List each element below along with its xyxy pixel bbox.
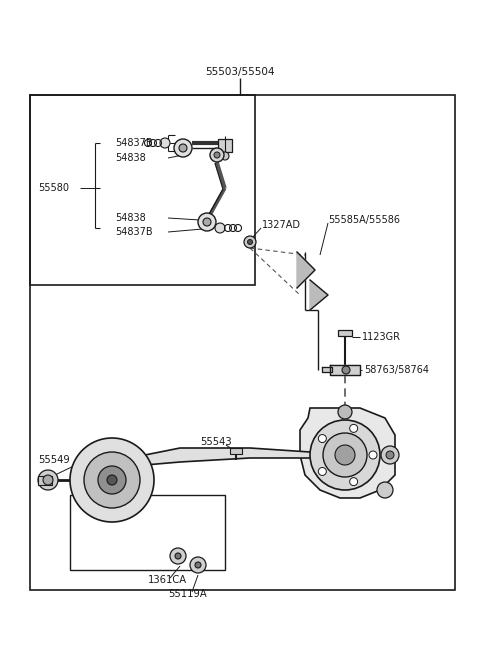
Text: 55119A: 55119A — [168, 589, 207, 599]
Circle shape — [342, 366, 350, 374]
Circle shape — [160, 138, 170, 148]
Text: 55585A/55586: 55585A/55586 — [328, 215, 400, 225]
Bar — [38, 476, 52, 485]
Text: 55543: 55543 — [200, 437, 232, 447]
Circle shape — [386, 451, 394, 459]
Bar — [338, 330, 352, 336]
Circle shape — [107, 475, 117, 485]
Circle shape — [323, 433, 367, 477]
Polygon shape — [300, 408, 395, 498]
Circle shape — [248, 240, 252, 244]
Circle shape — [98, 466, 126, 494]
Bar — [70, 495, 225, 570]
Bar — [230, 448, 242, 454]
Circle shape — [214, 152, 220, 158]
Polygon shape — [297, 252, 315, 288]
Circle shape — [381, 446, 399, 464]
Circle shape — [38, 470, 58, 490]
Bar — [30, 95, 455, 590]
Text: 55503/55504: 55503/55504 — [205, 67, 275, 77]
Circle shape — [215, 223, 225, 233]
Circle shape — [43, 475, 53, 485]
Circle shape — [210, 148, 224, 162]
Circle shape — [175, 553, 181, 559]
Text: 1361CA: 1361CA — [148, 575, 187, 585]
Text: 54837B: 54837B — [115, 138, 153, 148]
Text: 55580: 55580 — [38, 183, 69, 193]
Circle shape — [84, 452, 140, 508]
Circle shape — [244, 236, 256, 248]
Polygon shape — [330, 365, 360, 375]
Circle shape — [195, 562, 201, 568]
Circle shape — [318, 468, 326, 476]
Circle shape — [369, 451, 377, 459]
Polygon shape — [112, 448, 315, 488]
Circle shape — [170, 548, 186, 564]
Text: 54837B: 54837B — [115, 227, 153, 237]
Circle shape — [190, 557, 206, 573]
Circle shape — [221, 152, 229, 160]
Circle shape — [349, 478, 358, 486]
Circle shape — [179, 144, 187, 152]
Bar — [218, 139, 232, 152]
Polygon shape — [310, 280, 328, 310]
Circle shape — [377, 482, 393, 498]
Circle shape — [203, 218, 211, 226]
Bar — [30, 95, 255, 285]
Circle shape — [174, 139, 192, 157]
Text: 55549: 55549 — [38, 455, 70, 465]
Circle shape — [70, 438, 154, 522]
Circle shape — [338, 405, 352, 419]
Text: 58763/58764: 58763/58764 — [364, 365, 429, 375]
Circle shape — [349, 424, 358, 432]
Circle shape — [318, 434, 326, 443]
Text: 54838: 54838 — [115, 213, 146, 223]
Circle shape — [198, 213, 216, 231]
Circle shape — [310, 420, 380, 490]
Text: 1123GR: 1123GR — [362, 332, 401, 342]
Polygon shape — [322, 367, 332, 372]
Text: 1327AD: 1327AD — [262, 220, 301, 230]
Circle shape — [335, 445, 355, 465]
Text: 54838: 54838 — [115, 153, 146, 163]
